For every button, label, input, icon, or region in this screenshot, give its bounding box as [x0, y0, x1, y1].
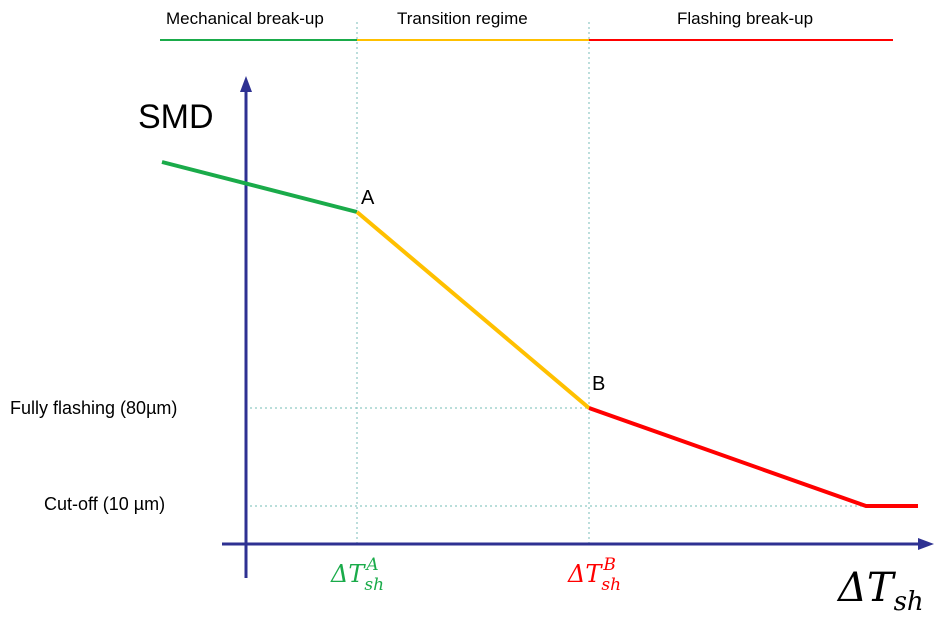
y-marker-fully-flashing: Fully flashing (80µm) — [10, 398, 178, 418]
x-marker-a-main: ΔT — [331, 560, 365, 588]
x-axis-label-sub: sh — [893, 587, 924, 617]
y-axis-label: SMD — [138, 98, 214, 136]
x-marker-a-sub: sh — [364, 575, 385, 595]
y-marker-cutoff: Cut-off (10 µm) — [44, 494, 166, 514]
curve-flashing — [588, 406, 918, 508]
x-axis-label: ΔTsh — [838, 568, 924, 615]
y-axis-arrowhead — [240, 76, 252, 92]
x-marker-b-sub: sh — [601, 575, 622, 595]
regime-label-transition: Transition regime — [397, 9, 528, 28]
point-label-a: A — [361, 187, 375, 209]
x-axis-arrowhead — [918, 538, 934, 550]
x-axis-label-main: ΔT — [838, 565, 894, 611]
x-marker-a-sup: A — [366, 555, 379, 575]
x-marker-b-main: ΔT — [568, 560, 602, 588]
curve-mechanical — [161, 160, 358, 214]
regime-label-mechanical: Mechanical break-up — [166, 9, 324, 28]
x-marker-b-sup: B — [603, 555, 616, 575]
regime-label-flashing: Flashing break-up — [677, 9, 814, 28]
point-label-b: B — [592, 373, 606, 395]
curve-transition — [355, 210, 591, 410]
